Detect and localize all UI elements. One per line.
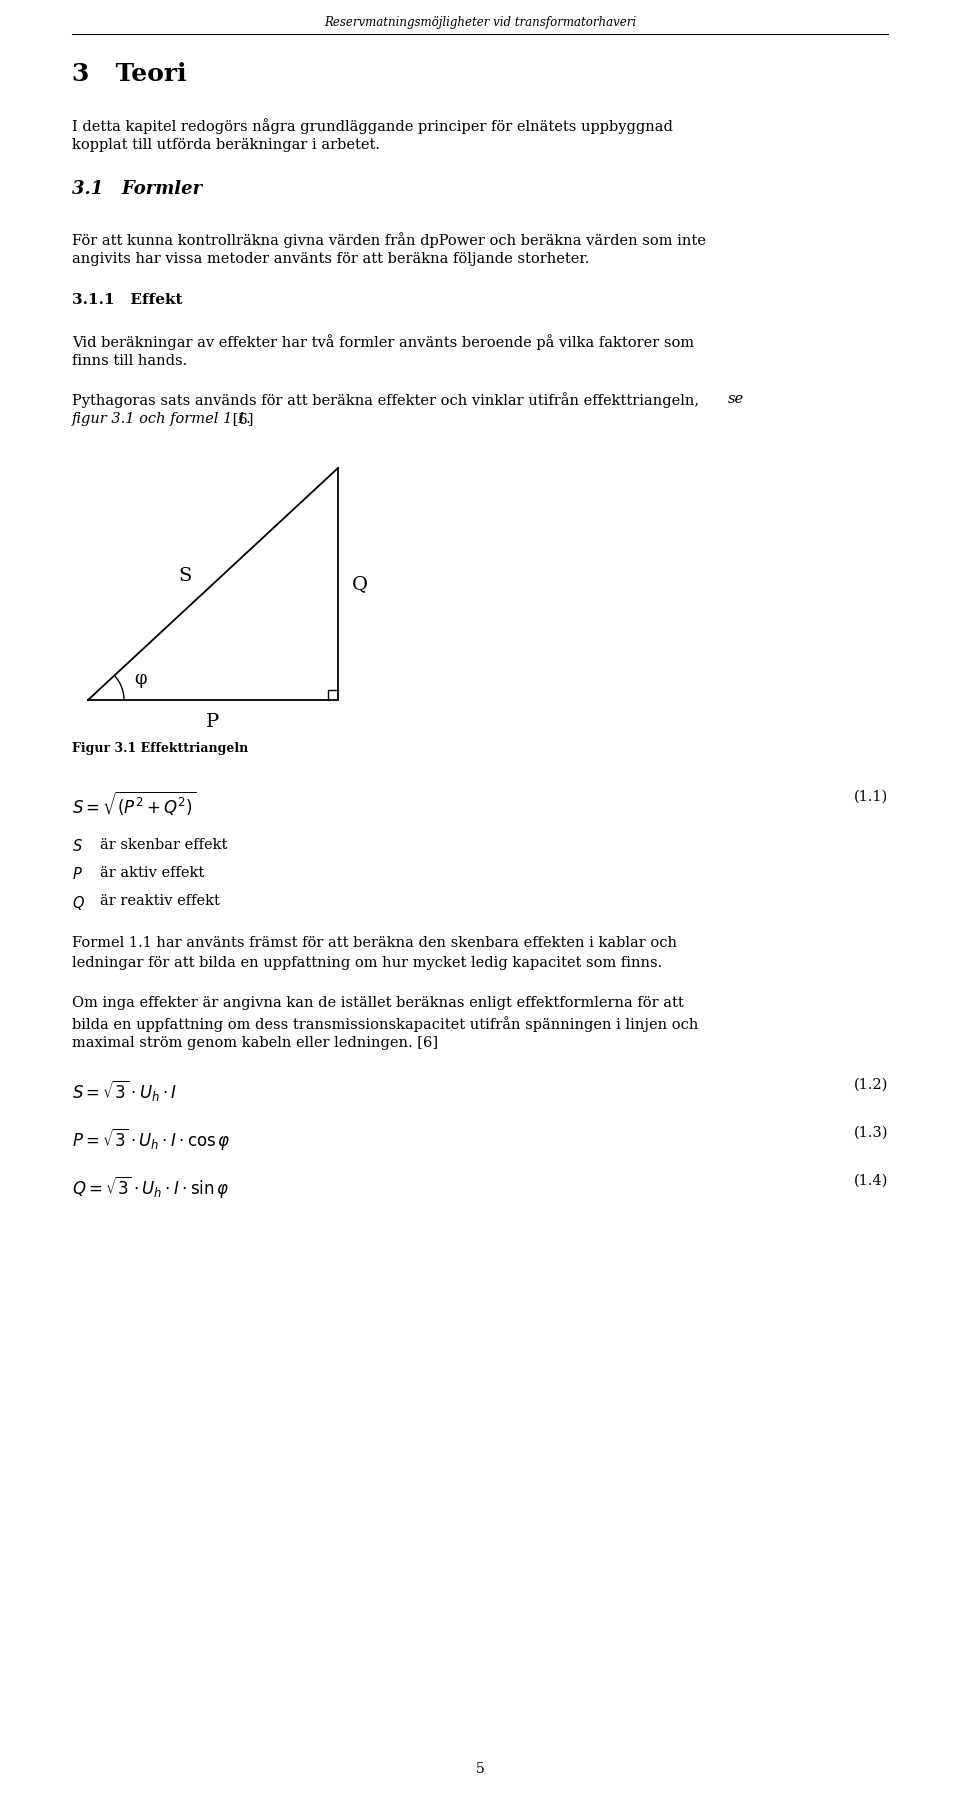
Text: bilda en uppfattning om dess transmissionskapacitet utifrån spänningen i linjen : bilda en uppfattning om dess transmissio… bbox=[72, 1016, 698, 1033]
Text: angivits har vissa metoder använts för att beräkna följande storheter.: angivits har vissa metoder använts för a… bbox=[72, 252, 589, 267]
Text: 3.1   Formler: 3.1 Formler bbox=[72, 180, 203, 198]
Text: $S$: $S$ bbox=[72, 838, 83, 854]
Text: finns till hands.: finns till hands. bbox=[72, 353, 187, 368]
Text: är skenbar effekt: är skenbar effekt bbox=[100, 838, 228, 852]
Text: Om inga effekter är angivna kan de istället beräknas enligt effektformlerna för : Om inga effekter är angivna kan de istäl… bbox=[72, 997, 684, 1009]
Text: figur 3.1 och formel 1.1.: figur 3.1 och formel 1.1. bbox=[72, 413, 252, 425]
Text: ledningar för att bilda en uppfattning om hur mycket ledig kapacitet som finns.: ledningar för att bilda en uppfattning o… bbox=[72, 957, 662, 969]
Text: är reaktiv effekt: är reaktiv effekt bbox=[100, 894, 220, 908]
Text: P: P bbox=[206, 714, 220, 732]
Text: är aktiv effekt: är aktiv effekt bbox=[100, 867, 204, 879]
Text: [6]: [6] bbox=[228, 413, 253, 425]
Text: I detta kapitel redogörs några grundläggande principer för elnätets uppbyggnad: I detta kapitel redogörs några grundlägg… bbox=[72, 117, 673, 133]
Text: φ: φ bbox=[134, 670, 147, 688]
Text: (1.2): (1.2) bbox=[853, 1078, 888, 1092]
Text: (1.1): (1.1) bbox=[853, 789, 888, 804]
Text: 3   Teori: 3 Teori bbox=[72, 61, 186, 86]
Text: 3.1.1   Effekt: 3.1.1 Effekt bbox=[72, 294, 182, 306]
Text: se: se bbox=[728, 393, 744, 405]
Text: (1.4): (1.4) bbox=[853, 1173, 888, 1188]
Text: Figur 3.1 Effekttriangeln: Figur 3.1 Effekttriangeln bbox=[72, 742, 249, 755]
Text: S: S bbox=[179, 568, 192, 586]
Text: (1.3): (1.3) bbox=[853, 1126, 888, 1141]
Text: Vid beräkningar av effekter har två formler använts beroende på vilka faktorer s: Vid beräkningar av effekter har två form… bbox=[72, 333, 694, 350]
Text: $Q$: $Q$ bbox=[72, 894, 84, 912]
Text: $P = \sqrt{3} \cdot U_h \cdot I \cdot \cos\varphi$: $P = \sqrt{3} \cdot U_h \cdot I \cdot \c… bbox=[72, 1126, 230, 1151]
Text: $S = \sqrt{(P^2+Q^2)}$: $S = \sqrt{(P^2+Q^2)}$ bbox=[72, 789, 196, 818]
Text: 5: 5 bbox=[475, 1762, 485, 1777]
Text: För att kunna kontrollräkna givna värden från dpPower och beräkna värden som int: För att kunna kontrollräkna givna värden… bbox=[72, 232, 706, 249]
Text: Reservmatningsmöjligheter vid transformatorhaveri: Reservmatningsmöjligheter vid transforma… bbox=[324, 16, 636, 29]
Text: $Q = \sqrt{3} \cdot U_h \cdot I \cdot \sin\varphi$: $Q = \sqrt{3} \cdot U_h \cdot I \cdot \s… bbox=[72, 1173, 229, 1200]
Text: $S = \sqrt{3} \cdot U_h \cdot I$: $S = \sqrt{3} \cdot U_h \cdot I$ bbox=[72, 1078, 178, 1103]
Text: Pythagoras sats används för att beräkna effekter och vinklar utifrån effekttrian: Pythagoras sats används för att beräkna … bbox=[72, 393, 704, 407]
Text: kopplat till utförda beräkningar i arbetet.: kopplat till utförda beräkningar i arbet… bbox=[72, 139, 380, 151]
Text: $P$: $P$ bbox=[72, 867, 83, 881]
Text: maximal ström genom kabeln eller ledningen. [6]: maximal ström genom kabeln eller ledning… bbox=[72, 1036, 438, 1051]
Text: Formel 1.1 har använts främst för att beräkna den skenbara effekten i kablar och: Formel 1.1 har använts främst för att be… bbox=[72, 935, 677, 950]
Text: Q: Q bbox=[352, 575, 368, 593]
